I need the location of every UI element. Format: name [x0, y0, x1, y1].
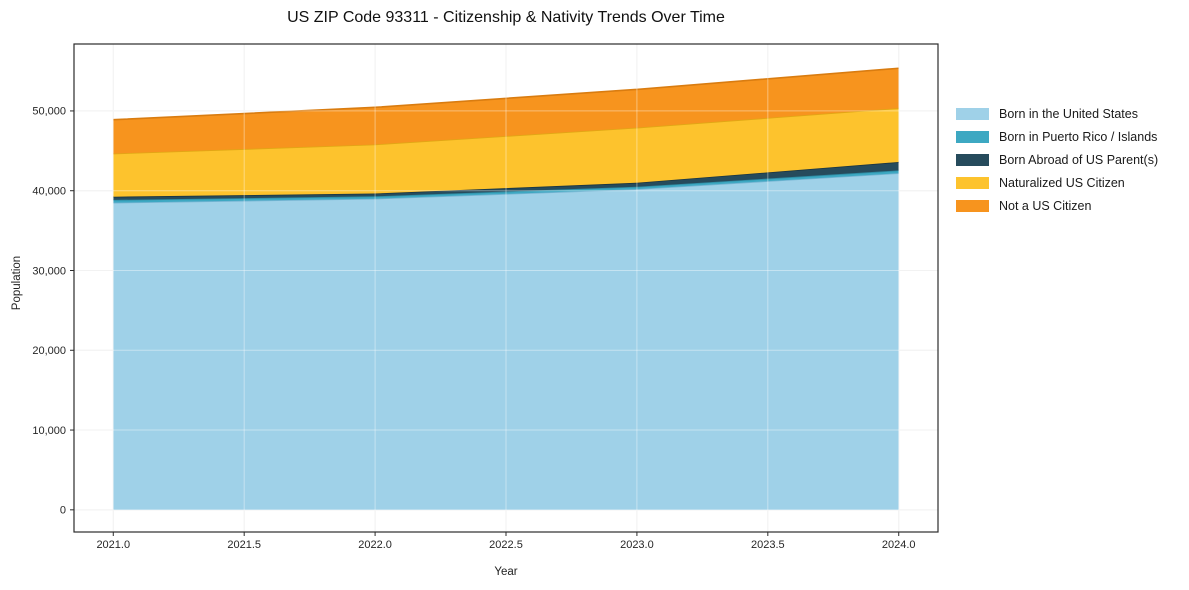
y-tick-label: 0: [60, 505, 66, 517]
x-tick-label: 2023.0: [620, 539, 654, 551]
legend-item: Born in Puerto Rico / Islands: [956, 125, 1158, 148]
legend-label: Naturalized US Citizen: [999, 175, 1125, 190]
y-tick-label: 30,000: [32, 265, 66, 277]
chart-title: US ZIP Code 93311 - Citizenship & Nativi…: [287, 9, 725, 26]
legend: Born in the United States Born in Puerto …: [956, 102, 1158, 217]
legend-swatch: [956, 199, 989, 212]
legend-label: Born Abroad of US Parent(s): [999, 152, 1159, 167]
x-axis-label: Year: [494, 566, 518, 578]
y-tick-label: 40,000: [32, 186, 66, 198]
x-tick-label: 2024.0: [882, 539, 916, 551]
area-naturalized-us-citizen: [113, 108, 899, 197]
legend-swatch: [956, 153, 989, 166]
legend-label: Born in the United States: [999, 106, 1138, 121]
x-tick-label: 2021.0: [96, 539, 130, 551]
x-tick-label: 2022.0: [358, 539, 392, 551]
y-tick-label: 20,000: [32, 345, 66, 357]
y-axis-label: Population: [11, 255, 23, 311]
legend-item: Born in the United States: [956, 102, 1158, 125]
area-born-in-the-united-states: [113, 173, 899, 510]
legend-item: Naturalized US Citizen: [956, 171, 1158, 194]
legend-swatch: [956, 107, 989, 120]
legend-label: Born in Puerto Rico / Islands: [999, 129, 1158, 144]
legend-item: Born Abroad of US Parent(s): [956, 148, 1158, 171]
area-edge-not-a-us-citizen: [113, 67, 899, 121]
legend-swatch: [956, 130, 989, 143]
area-edge-born-in-the-united-states: [113, 172, 899, 204]
x-tick-label: 2022.5: [489, 539, 523, 551]
y-tick-label: 50,000: [32, 106, 66, 118]
y-tick-label: 10,000: [32, 425, 66, 437]
legend-label: Not a US Citizen: [999, 198, 1092, 213]
x-tick-label: 2023.5: [751, 539, 785, 551]
legend-item: Not a US Citizen: [956, 194, 1158, 217]
x-tick-label: 2021.5: [227, 539, 261, 551]
legend-swatch: [956, 176, 989, 189]
area-not-a-us-citizen: [113, 68, 899, 154]
